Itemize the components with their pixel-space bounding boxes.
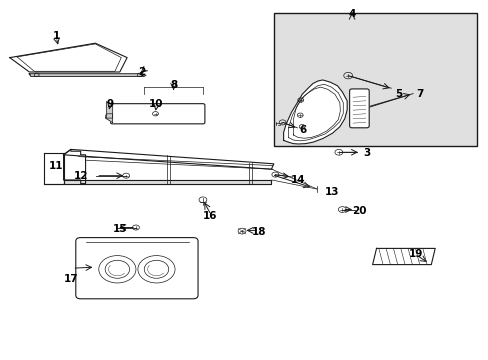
Polygon shape (63, 149, 273, 169)
Text: 17: 17 (63, 274, 78, 284)
Text: 4: 4 (347, 9, 355, 19)
Text: 9: 9 (106, 99, 113, 109)
Polygon shape (29, 74, 144, 76)
Text: 7: 7 (415, 89, 423, 99)
Polygon shape (283, 80, 346, 144)
Text: 13: 13 (325, 186, 339, 197)
Text: 10: 10 (149, 99, 163, 109)
Polygon shape (63, 149, 85, 184)
Text: 16: 16 (203, 211, 217, 221)
Text: 5: 5 (394, 89, 401, 99)
FancyBboxPatch shape (349, 89, 368, 128)
Text: 19: 19 (407, 249, 422, 259)
FancyBboxPatch shape (76, 238, 198, 299)
Text: 1: 1 (53, 31, 60, 41)
Text: 2: 2 (138, 67, 145, 77)
Text: 12: 12 (73, 171, 88, 181)
Text: 6: 6 (299, 125, 306, 135)
Text: 11: 11 (49, 161, 63, 171)
Polygon shape (106, 102, 112, 122)
Text: 14: 14 (290, 175, 305, 185)
Text: 8: 8 (170, 80, 177, 90)
Text: 18: 18 (251, 227, 266, 237)
FancyBboxPatch shape (110, 104, 204, 124)
Polygon shape (372, 248, 434, 265)
Bar (273, 13, 476, 146)
Text: 15: 15 (112, 224, 127, 234)
Polygon shape (63, 180, 271, 184)
Text: 3: 3 (363, 148, 369, 158)
Text: 20: 20 (351, 206, 366, 216)
Polygon shape (10, 43, 127, 72)
